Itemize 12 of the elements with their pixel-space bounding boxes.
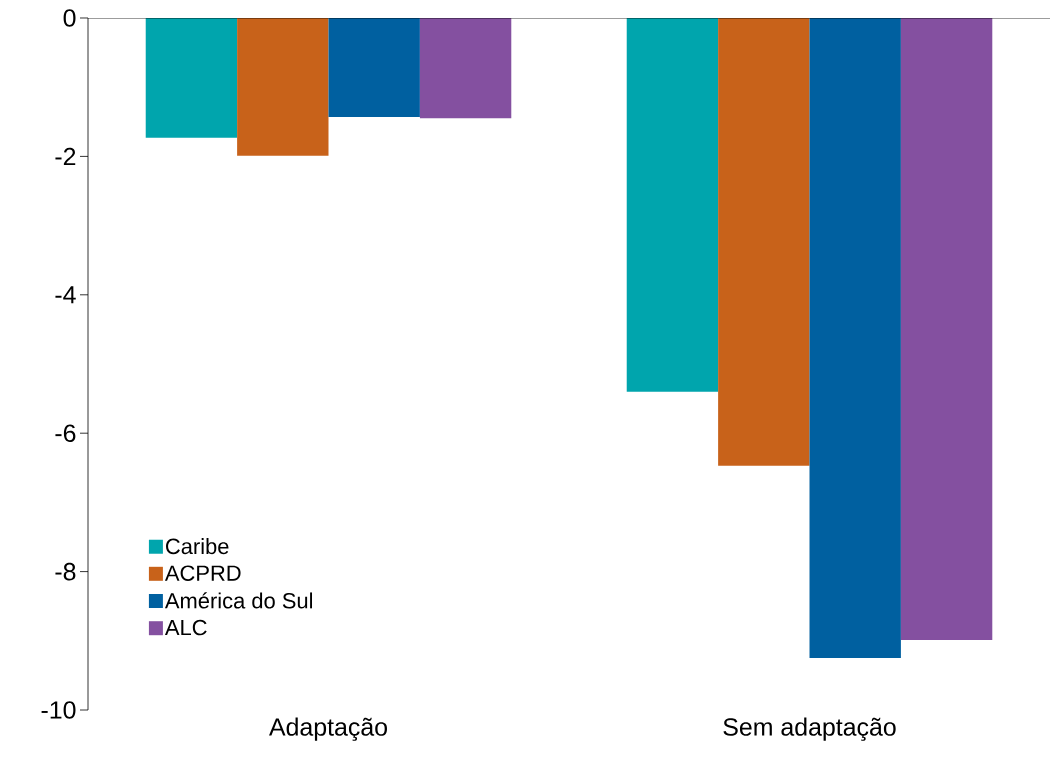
y-tick-label: -10 [41,701,76,719]
y-tick-label: 0 [63,9,76,27]
legend-label: ALC [164,619,207,636]
y-tick-label: -8 [55,562,76,581]
y-tick-label: -4 [55,286,76,304]
legend-label: Caribe [166,538,229,555]
y-tick-label: -6 [55,424,76,443]
legend-label: ACPRD [164,565,241,581]
x-tick-label: Sem adaptação [723,717,896,741]
y-tick-label: -2 [55,147,76,166]
legend-label: América do Sul [164,592,313,609]
x-tick-label: Adaptação [269,717,387,741]
